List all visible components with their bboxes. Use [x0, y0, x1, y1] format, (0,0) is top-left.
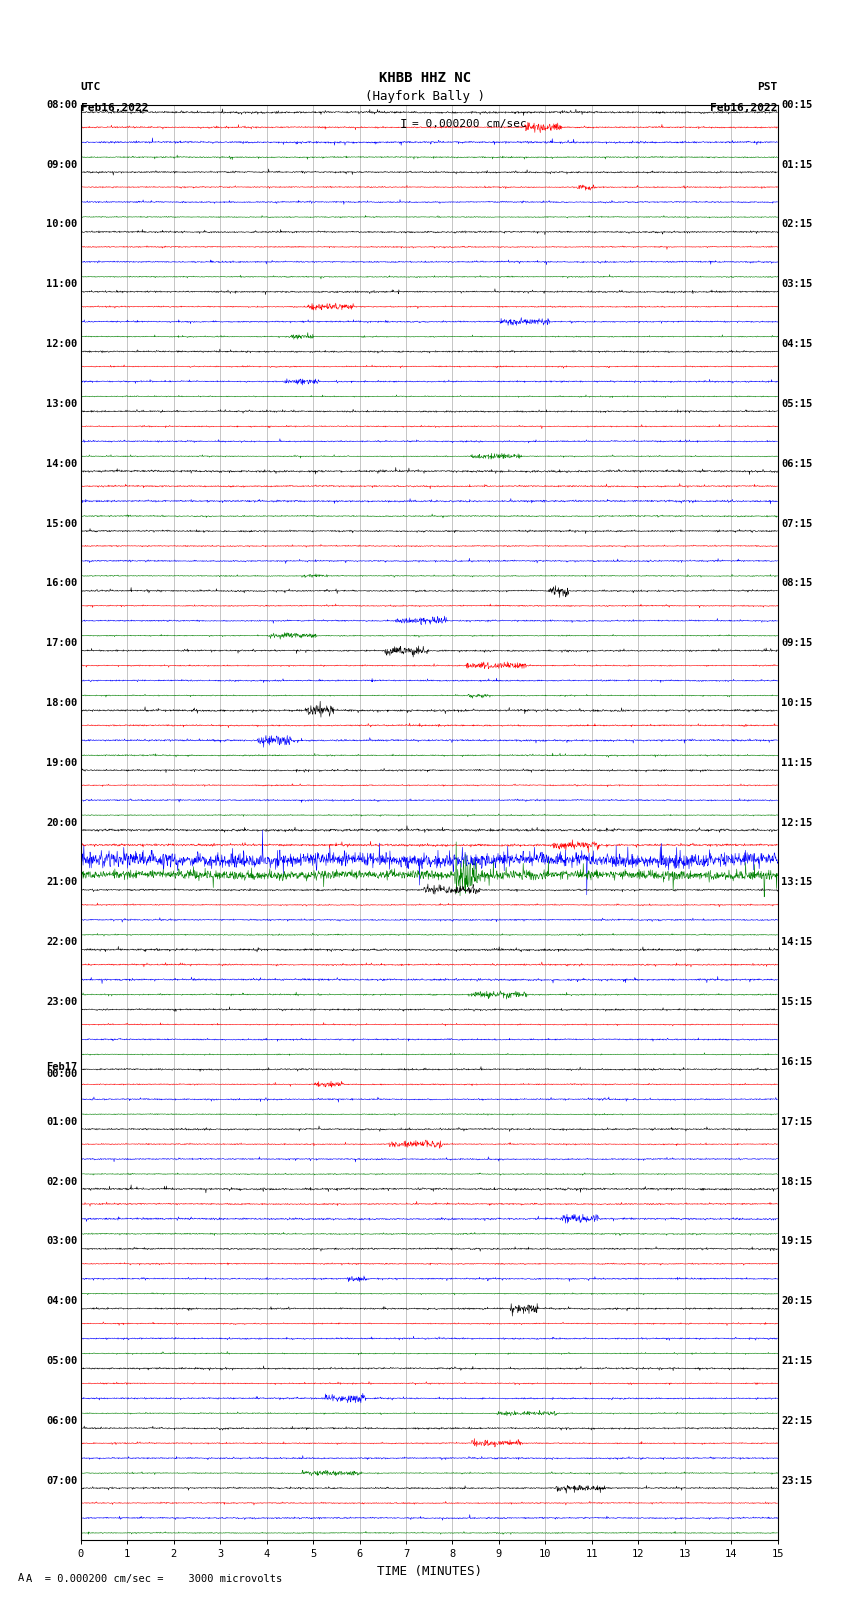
Text: I: I: [400, 118, 407, 131]
Text: 19:00: 19:00: [46, 758, 77, 768]
Text: A: A: [18, 1573, 25, 1582]
Text: 23:00: 23:00: [46, 997, 77, 1007]
Text: 03:15: 03:15: [781, 279, 813, 289]
Text: 04:15: 04:15: [781, 339, 813, 348]
Text: 16:00: 16:00: [46, 579, 77, 589]
Text: 10:15: 10:15: [781, 698, 813, 708]
Text: 15:00: 15:00: [46, 518, 77, 529]
Text: Feb17: Feb17: [46, 1061, 77, 1073]
Text: 07:15: 07:15: [781, 518, 813, 529]
Text: 13:00: 13:00: [46, 398, 77, 410]
Text: 09:00: 09:00: [46, 160, 77, 169]
Text: 20:15: 20:15: [781, 1297, 813, 1307]
Text: 16:15: 16:15: [781, 1057, 813, 1066]
Text: 10:00: 10:00: [46, 219, 77, 229]
Text: 03:00: 03:00: [46, 1236, 77, 1247]
Text: 05:00: 05:00: [46, 1357, 77, 1366]
Text: Feb16,2022: Feb16,2022: [81, 103, 148, 113]
Text: 07:00: 07:00: [46, 1476, 77, 1486]
Text: 08:15: 08:15: [781, 579, 813, 589]
X-axis label: TIME (MINUTES): TIME (MINUTES): [377, 1565, 482, 1578]
Text: 12:00: 12:00: [46, 339, 77, 348]
Text: 12:15: 12:15: [781, 818, 813, 827]
Text: = 0.000200 cm/sec: = 0.000200 cm/sec: [412, 119, 527, 129]
Text: 06:15: 06:15: [781, 458, 813, 469]
Text: 05:15: 05:15: [781, 398, 813, 410]
Text: PST: PST: [757, 82, 778, 92]
Text: 19:15: 19:15: [781, 1236, 813, 1247]
Text: 09:15: 09:15: [781, 639, 813, 648]
Text: 11:15: 11:15: [781, 758, 813, 768]
Text: 00:00: 00:00: [46, 1069, 77, 1079]
Text: 23:15: 23:15: [781, 1476, 813, 1486]
Text: 14:15: 14:15: [781, 937, 813, 947]
Text: 21:15: 21:15: [781, 1357, 813, 1366]
Text: 15:15: 15:15: [781, 997, 813, 1007]
Text: 00:15: 00:15: [781, 100, 813, 110]
Text: 02:15: 02:15: [781, 219, 813, 229]
Text: 22:00: 22:00: [46, 937, 77, 947]
Text: 02:00: 02:00: [46, 1176, 77, 1187]
Text: 18:00: 18:00: [46, 698, 77, 708]
Text: 20:00: 20:00: [46, 818, 77, 827]
Text: (Hayfork Bally ): (Hayfork Bally ): [365, 90, 485, 103]
Text: 17:15: 17:15: [781, 1116, 813, 1127]
Text: A  = 0.000200 cm/sec =    3000 microvolts: A = 0.000200 cm/sec = 3000 microvolts: [26, 1574, 281, 1584]
Text: 17:00: 17:00: [46, 639, 77, 648]
Text: Feb16,2022: Feb16,2022: [711, 103, 778, 113]
Text: 22:15: 22:15: [781, 1416, 813, 1426]
Text: 14:00: 14:00: [46, 458, 77, 469]
Text: 13:15: 13:15: [781, 877, 813, 887]
Text: KHBB HHZ NC: KHBB HHZ NC: [379, 71, 471, 85]
Text: UTC: UTC: [81, 82, 101, 92]
Text: 08:00: 08:00: [46, 100, 77, 110]
Text: 01:15: 01:15: [781, 160, 813, 169]
Text: 21:00: 21:00: [46, 877, 77, 887]
Text: 18:15: 18:15: [781, 1176, 813, 1187]
Text: 11:00: 11:00: [46, 279, 77, 289]
Text: 06:00: 06:00: [46, 1416, 77, 1426]
Text: 01:00: 01:00: [46, 1116, 77, 1127]
Text: 04:00: 04:00: [46, 1297, 77, 1307]
